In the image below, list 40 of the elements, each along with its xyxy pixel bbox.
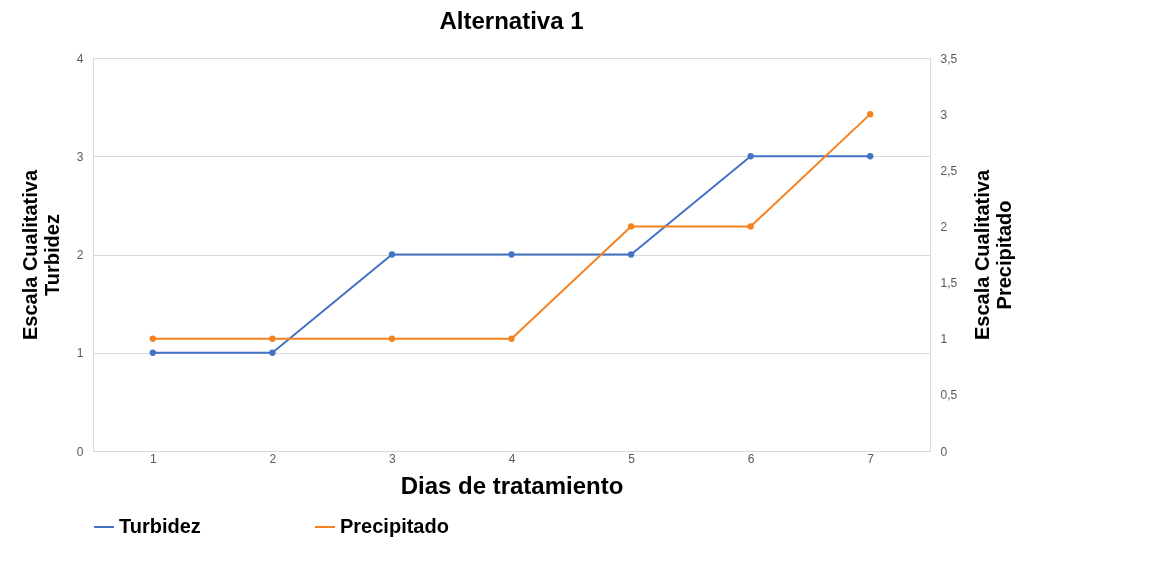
legend-label: Precipitado [340, 515, 449, 537]
x-tick-label: 2 [269, 451, 277, 466]
point [867, 153, 874, 160]
x-axis-title: Dias de tratamiento [400, 471, 624, 499]
legend-label: Turbidez [119, 515, 201, 537]
x-tick-label: 4 [508, 451, 516, 466]
point [269, 349, 276, 356]
y2-tick-label: 1,5 [940, 276, 958, 291]
point [388, 251, 396, 258]
y2-tick-label: 1 [940, 332, 948, 347]
y-tick-label: 3 [76, 149, 84, 164]
y2-tick-label: 0 [940, 444, 948, 459]
y-tick-label: 1 [76, 346, 84, 361]
point [149, 349, 156, 356]
y2-axis-title: Escala Cualitativa Precipitado [971, 169, 1016, 341]
x-tick-label: 5 [628, 451, 636, 466]
y-tick-label: 2 [76, 248, 84, 262]
y-tick-label: 4 [76, 51, 84, 66]
y2-tick-label: 3 [940, 107, 948, 122]
point [627, 223, 635, 230]
y2-tick-label: 2,5 [940, 163, 958, 178]
point [627, 251, 635, 258]
x-tick-label: 1 [149, 451, 157, 466]
point [269, 335, 276, 342]
y-tick-label: 0 [76, 444, 84, 459]
x-tick-label: 3 [389, 451, 397, 466]
x-tick-label: 7 [867, 451, 875, 466]
y2-tick-label: 3,5 [940, 51, 958, 66]
point [508, 335, 515, 342]
point [388, 335, 396, 342]
x-tick-label: 6 [747, 451, 755, 466]
y-axis-title: Escala Cualitativa Turbidez [18, 169, 63, 341]
chart-title: Alternativa 1 [439, 7, 584, 34]
point [149, 335, 156, 342]
point [508, 251, 515, 258]
point [747, 153, 754, 160]
y2-tick-label: 0,5 [940, 388, 958, 403]
y2-tick-label: 2 [940, 219, 948, 234]
point [867, 110, 874, 118]
point [747, 223, 754, 230]
